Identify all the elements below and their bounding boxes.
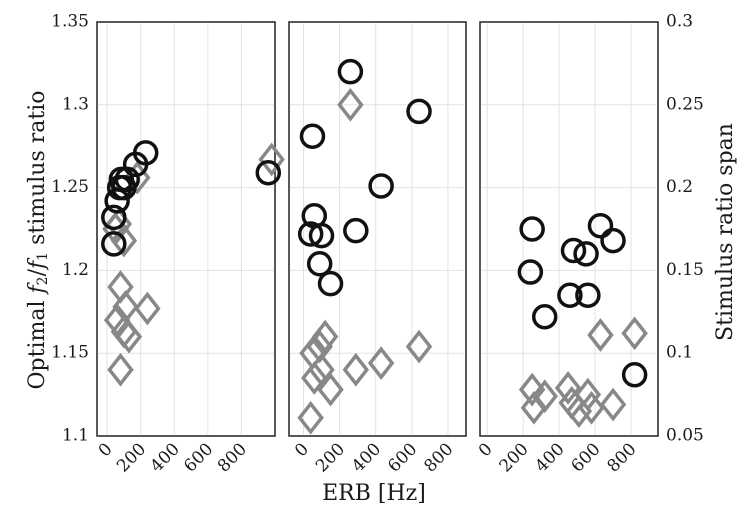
circle-marker — [101, 204, 127, 231]
y-tick-label-right: 0.05 — [666, 426, 704, 446]
x-tick-label: 600 — [568, 439, 605, 476]
panel-border — [96, 21, 276, 437]
y-tick-label-right: 0.3 — [666, 12, 693, 32]
x-tick-label: 800 — [420, 439, 457, 476]
panel-2: 0 200 400 600 800 — [288, 21, 467, 476]
diamond-marker — [621, 316, 648, 351]
circle-marker — [132, 140, 159, 166]
circle-marker — [255, 159, 282, 186]
circle-marker — [368, 173, 394, 199]
diamond-marker — [531, 379, 558, 414]
x-tick-label: 200 — [496, 439, 533, 476]
x-tick-label: 400 — [348, 439, 385, 476]
circle-marker — [306, 251, 333, 277]
diamond-marker — [301, 361, 328, 395]
y-axis-label-right: Stimulus ratio span — [713, 123, 738, 341]
circle-marker — [573, 241, 599, 267]
x-tick-label: 800 — [603, 439, 640, 476]
y-axis-label-left: Optimal f2/f1 stimulus ratio — [25, 90, 51, 389]
circle-marker — [587, 212, 614, 239]
diamond-marker — [311, 319, 339, 354]
circle-marker — [406, 98, 432, 125]
diamond-marker — [342, 352, 370, 387]
panel-border — [479, 21, 659, 437]
circle-marker — [621, 361, 648, 388]
x-tick-label: 600 — [384, 439, 421, 476]
diamond-marker — [367, 346, 395, 380]
x-tick-label: 0 — [95, 439, 117, 461]
circle-marker — [600, 227, 626, 254]
panel-border — [288, 21, 467, 437]
diamond-marker — [317, 372, 344, 407]
diamond-marker — [115, 319, 143, 354]
circle-marker — [519, 216, 545, 242]
diamond-marker — [574, 377, 602, 412]
circle-marker — [101, 231, 127, 257]
x-tick-label: 200 — [113, 439, 150, 476]
diamond-marker — [337, 87, 364, 122]
y-tick-label-left: 1.35 — [51, 12, 89, 32]
y-tick-label-left: 1.3 — [62, 94, 89, 114]
diamond-marker — [308, 352, 335, 387]
x-tick-label: 400 — [147, 439, 184, 476]
x-tick-label: 200 — [312, 439, 349, 476]
diamond-marker — [107, 352, 134, 387]
y-tick-label-left: 1.2 — [62, 260, 89, 280]
x-tick-label: 800 — [214, 439, 251, 476]
y-tick-label-left: 1.15 — [51, 343, 89, 363]
x-tick-label: 600 — [180, 439, 217, 476]
circle-marker — [557, 282, 583, 308]
x-axis-label: ERB [Hz] — [322, 481, 426, 506]
circle-marker — [317, 270, 344, 297]
diamond-marker — [587, 318, 614, 352]
diamond-marker — [554, 371, 582, 405]
diamond-marker — [578, 391, 605, 425]
circle-marker — [297, 221, 324, 247]
circle-marker — [560, 237, 587, 264]
diamond-marker — [103, 303, 131, 337]
y-tick-label-right: 0.15 — [666, 260, 704, 280]
diamond-marker — [599, 387, 627, 422]
diamond-marker — [518, 372, 546, 407]
circle-marker — [517, 259, 544, 285]
x-tick-label: 0 — [475, 439, 497, 461]
circle-marker — [299, 123, 326, 150]
circle-marker — [337, 58, 364, 85]
x-tick-label: 0 — [291, 439, 313, 461]
diamond-marker — [134, 291, 161, 326]
circle-marker — [343, 217, 369, 244]
diamond-marker — [258, 142, 285, 177]
circle-marker — [575, 282, 601, 308]
y-tick-label-right: 0.2 — [666, 177, 693, 197]
diamond-marker — [297, 400, 324, 435]
y-tick-label-left: 1.1 — [62, 426, 89, 446]
circle-marker — [531, 304, 558, 330]
y-tick-label-right: 0.1 — [666, 343, 693, 363]
x-tick-label: 400 — [532, 439, 569, 476]
circle-marker — [308, 222, 335, 249]
circle-marker — [114, 166, 140, 193]
diamond-marker — [110, 223, 138, 258]
diamond-marker — [405, 329, 433, 364]
y-tick-label-left: 1.25 — [51, 177, 89, 197]
y-tick-label-right: 0.25 — [666, 94, 704, 114]
